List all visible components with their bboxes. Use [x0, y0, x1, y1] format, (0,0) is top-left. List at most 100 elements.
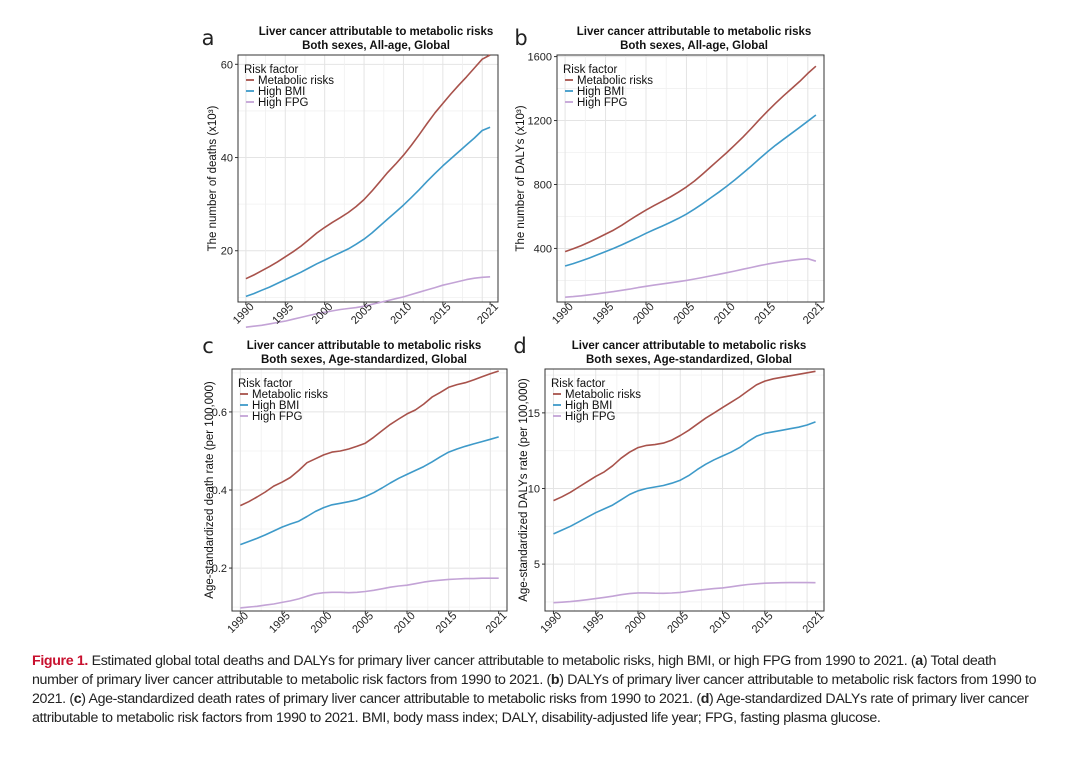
- x-tick-label: 1995: [591, 301, 617, 327]
- legend-label-metabolic-risks: Metabolic risks: [565, 389, 641, 401]
- chart-title: Liver cancer attributable to metabolic r…: [577, 26, 812, 38]
- chart-panel-d: 5 10 15 1990 1995 2000 2005 2010 2015 2021 Age-sta…: [513, 334, 826, 636]
- series-line-metabolic-risks: [553, 370, 816, 502]
- y-tick-label: 0.6: [212, 407, 227, 419]
- legend-title: Risk factor: [244, 64, 298, 76]
- y-tick-label: 0.4: [212, 485, 227, 497]
- legend-title: Risk factor: [551, 378, 605, 390]
- chart-panel-b: 400 800 1200 1600 1990 1995 2000 2005 2010 2015 20…: [514, 26, 826, 327]
- x-tick-label: 1990: [538, 610, 564, 636]
- caption-text-b: ) DALYs of primary liver cancer attribut…: [32, 672, 1037, 707]
- x-tick-label: 1995: [270, 301, 296, 327]
- x-tick-label: 1990: [550, 301, 576, 327]
- legend-label-high-fpg: High FPG: [565, 411, 616, 423]
- y-axis-label: The number of DALYs (x10³): [515, 105, 527, 251]
- series-line-high-fpg: [245, 276, 491, 328]
- series-line-high-fpg: [565, 257, 817, 298]
- chart-subtitle: Both sexes, Age-standardized, Global: [261, 354, 467, 366]
- series-line-high-fpg: [553, 581, 816, 604]
- series-line-metabolic-risks: [245, 54, 491, 280]
- legend-label-high-fpg: High FPG: [577, 97, 628, 109]
- legend-title: Risk factor: [563, 64, 617, 76]
- panel-letter: a: [202, 26, 215, 50]
- chart-title: Liver cancer attributable to metabolic r…: [572, 340, 807, 352]
- x-tick-label: 2015: [750, 610, 776, 636]
- panel-letter: c: [202, 334, 214, 358]
- chart-title: Liver cancer attributable to metabolic r…: [247, 340, 482, 352]
- legend-label-high-fpg: High FPG: [252, 411, 303, 423]
- plot-area: [557, 55, 824, 302]
- series-line-high-bmi: [553, 421, 816, 535]
- legend-label-high-bmi: High BMI: [258, 86, 305, 98]
- legend-title: Risk factor: [238, 378, 292, 390]
- figure-panels: 20 40 60 1990 1995 2000 2005 2010 2015 2021 The nu…: [202, 26, 827, 636]
- x-tick-label: 2015: [434, 610, 460, 636]
- x-tick-label: 1990: [231, 301, 257, 327]
- y-tick-label: 40: [221, 153, 233, 165]
- panel-letter: d: [513, 334, 526, 358]
- plot-area: [238, 55, 498, 302]
- x-tick-label: 2010: [708, 610, 734, 636]
- x-tick-label: 2010: [388, 301, 414, 327]
- caption-text-a: ) Total death number of primary liver ca…: [32, 653, 997, 688]
- y-tick-label: 400: [534, 243, 552, 255]
- y-tick-label: 1200: [528, 116, 552, 128]
- chart-subtitle: Both sexes, All-age, Global: [302, 40, 450, 52]
- x-tick-label: 2015: [428, 301, 454, 327]
- caption-label: Figure 1.: [32, 653, 88, 669]
- y-axis-label: The number of deaths (x10³): [207, 105, 219, 251]
- series-line-metabolic-risks: [239, 370, 499, 507]
- legend-label-high-bmi: High BMI: [565, 400, 612, 412]
- plot-area: [545, 369, 824, 611]
- plot-border: [544, 368, 825, 612]
- x-tick-label: 2005: [665, 610, 691, 636]
- caption-key-c: c: [73, 691, 82, 707]
- x-tick-label: 1990: [225, 610, 251, 636]
- x-tick-label: 2021: [801, 610, 827, 636]
- x-tick-label: 1995: [581, 610, 607, 636]
- x-tick-label: 2000: [309, 610, 335, 636]
- plot-border: [237, 54, 499, 303]
- x-tick-label: 2010: [712, 301, 738, 327]
- series-line-high-bmi: [564, 114, 817, 267]
- caption-key-d: d: [700, 691, 710, 707]
- y-tick-label: 5: [534, 559, 540, 571]
- legend-label-metabolic-risks: Metabolic risks: [577, 75, 653, 87]
- y-tick-label: 0.2: [212, 563, 227, 575]
- x-tick-label: 2021: [801, 301, 827, 327]
- y-tick-label: 15: [528, 408, 540, 420]
- legend-label-metabolic-risks: Metabolic risks: [258, 75, 334, 87]
- x-tick-label: 2010: [392, 610, 418, 636]
- y-tick-label: 20: [221, 246, 233, 258]
- chart-subtitle: Both sexes, All-age, Global: [620, 40, 768, 52]
- chart-subtitle: Both sexes, Age-standardized, Global: [586, 354, 792, 366]
- legend-label-high-bmi: High BMI: [577, 86, 624, 98]
- chart-title: Liver cancer attributable to metabolic r…: [259, 26, 494, 38]
- series-line-high-bmi: [240, 436, 499, 546]
- legend-label-metabolic-risks: Metabolic risks: [252, 389, 328, 401]
- caption-key-a: a: [915, 653, 923, 669]
- legend-label-high-fpg: High FPG: [258, 97, 309, 109]
- x-tick-label: 2015: [752, 301, 778, 327]
- series-line-high-fpg: [240, 577, 499, 609]
- x-tick-label: 2000: [631, 301, 657, 327]
- x-tick-label: 2000: [310, 301, 336, 327]
- x-tick-label: 2005: [671, 301, 697, 327]
- caption-key-b: b: [550, 672, 560, 688]
- x-tick-label: 1995: [267, 610, 293, 636]
- panel-letter: b: [514, 26, 527, 50]
- chart-panel-c: 0.2 0.4 0.6 1990 1995 2000 2005 2010 2015 2021 Age…: [202, 334, 509, 636]
- y-tick-label: 10: [528, 483, 540, 495]
- x-tick-label: 2021: [484, 610, 510, 636]
- legend-label-high-bmi: High BMI: [252, 400, 299, 412]
- x-tick-label: 2005: [350, 610, 376, 636]
- y-tick-label: 800: [534, 179, 552, 191]
- figure-caption: Figure 1. Estimated global total deaths …: [32, 652, 1042, 728]
- series-line-metabolic-risks: [564, 65, 817, 253]
- y-axis-label: Age-standardized death rate (per 100,000…: [204, 381, 216, 599]
- y-tick-label: 1600: [528, 52, 552, 64]
- x-tick-label: 2021: [475, 301, 501, 327]
- x-tick-label: 2000: [623, 610, 649, 636]
- caption-text-c: ) Age-standardized death rates of primar…: [81, 691, 701, 707]
